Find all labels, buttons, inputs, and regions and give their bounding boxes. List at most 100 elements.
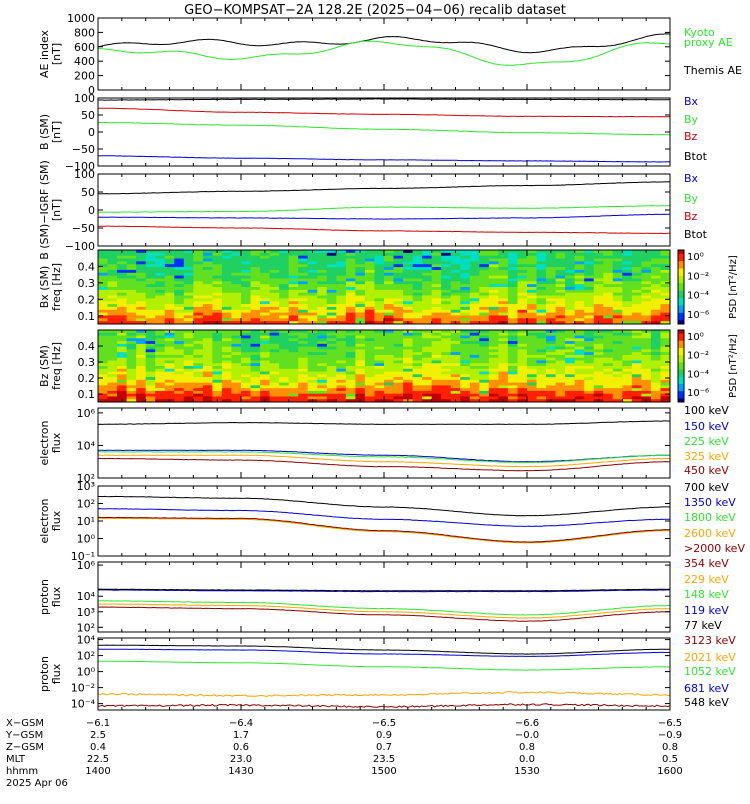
panel-frame bbox=[97, 561, 671, 633]
spectrogram-cell bbox=[403, 255, 413, 259]
spectrogram-cell bbox=[107, 298, 118, 302]
spectrogram-cell bbox=[622, 315, 633, 319]
spectrogram-cell bbox=[488, 315, 499, 319]
spectrogram-cell bbox=[631, 252, 642, 257]
spectrogram-cell bbox=[155, 304, 166, 308]
y-tick-label: 10³ bbox=[77, 606, 95, 619]
spectrogram-cell bbox=[183, 332, 194, 336]
spectrogram-cell bbox=[622, 287, 633, 291]
spectrogram-cell bbox=[488, 338, 499, 342]
spectrogram-cell bbox=[107, 312, 118, 316]
spectrogram-cell bbox=[488, 390, 499, 395]
spectrogram-cell bbox=[527, 346, 537, 350]
spectrogram-cell bbox=[565, 390, 576, 395]
spectrogram-cell bbox=[622, 278, 633, 282]
spectrogram-cell bbox=[174, 267, 185, 271]
spectrogram-cell bbox=[260, 343, 270, 348]
spectrogram-cell bbox=[145, 306, 156, 311]
spectrogram-cell bbox=[498, 264, 509, 268]
spectrogram-cell bbox=[460, 275, 471, 279]
spectrogram-cell bbox=[202, 252, 213, 257]
spectrogram-cell bbox=[412, 275, 423, 279]
spectrogram-cell bbox=[355, 374, 366, 378]
spectrogram-cell bbox=[98, 338, 108, 342]
spectrogram-cell bbox=[469, 284, 480, 288]
spectrogram-cell bbox=[393, 366, 404, 370]
colorbar-step bbox=[678, 349, 684, 353]
y-tick-label: 1000 bbox=[67, 12, 95, 25]
spectrogram-cell bbox=[450, 346, 461, 350]
y-axis-label: Bz (SM) bbox=[38, 345, 51, 387]
spectrogram-cell bbox=[479, 295, 490, 299]
series-line-148-kev bbox=[97, 600, 670, 616]
spectrogram-cell bbox=[593, 295, 604, 299]
spectrogram-cell bbox=[403, 360, 413, 364]
spectrogram-cell bbox=[145, 349, 156, 353]
spectrogram-cell bbox=[307, 264, 318, 268]
spectrogram-cell bbox=[507, 352, 518, 356]
spectrogram-cell bbox=[326, 269, 337, 274]
spectrogram-cell bbox=[183, 382, 194, 386]
spectrogram-cell bbox=[202, 295, 213, 299]
spectrogram-cell bbox=[202, 338, 213, 342]
spectrogram-cell bbox=[555, 368, 566, 372]
spectrogram-cell bbox=[174, 396, 185, 400]
spectrogram-cell bbox=[431, 312, 442, 316]
spectrogram-cell bbox=[183, 343, 194, 348]
spectrogram-cell bbox=[507, 357, 518, 361]
spectrogram-cell bbox=[622, 298, 633, 302]
y-tick-label: −50 bbox=[72, 143, 95, 156]
spectrogram-cell bbox=[174, 284, 185, 288]
spectrogram-cell bbox=[298, 252, 309, 257]
spectrogram-cell bbox=[384, 278, 394, 282]
spectrogram-cell bbox=[241, 388, 251, 392]
spectrogram-cell bbox=[555, 341, 566, 345]
spectrogram-cell bbox=[212, 379, 223, 384]
spectrogram-cell bbox=[422, 396, 433, 400]
spectrogram-cell bbox=[374, 255, 385, 259]
spectrogram-cell bbox=[250, 393, 261, 397]
spectrogram-cell bbox=[622, 349, 633, 353]
spectrogram-cell bbox=[403, 390, 413, 395]
spectrogram-cell bbox=[183, 301, 194, 305]
spectrogram-cell bbox=[212, 269, 223, 274]
spectrogram-cell bbox=[527, 298, 537, 302]
spectrogram-cell bbox=[317, 390, 328, 395]
spectrogram-cell bbox=[612, 250, 623, 254]
spectrogram-cell bbox=[307, 301, 318, 305]
spectrogram-cell bbox=[546, 292, 556, 296]
spectrogram-cell bbox=[422, 335, 433, 339]
spectrogram-cell bbox=[431, 284, 442, 288]
spectrogram-cell bbox=[98, 379, 108, 384]
spectrogram-cell bbox=[145, 289, 156, 294]
y-axis-label: Bx (SM) bbox=[38, 266, 51, 309]
spectrogram-cell bbox=[126, 258, 137, 262]
spectrogram-cell bbox=[469, 354, 480, 359]
spectrogram-cell bbox=[193, 390, 204, 395]
spectrogram-cell bbox=[250, 343, 261, 348]
spectrogram-cell bbox=[336, 295, 347, 299]
spectrogram-cell bbox=[660, 341, 671, 345]
spectrogram-cell bbox=[565, 332, 576, 336]
spectrogram-cell bbox=[527, 261, 537, 265]
spectrogram-cell bbox=[279, 284, 290, 288]
spectrogram-cell bbox=[317, 295, 328, 299]
spectrogram-cell bbox=[136, 252, 147, 257]
spectrogram-cell bbox=[155, 275, 166, 279]
spectrogram-cell bbox=[98, 332, 108, 336]
spectrogram-cell bbox=[384, 332, 394, 336]
spectrogram-cell bbox=[488, 278, 499, 282]
spectrogram-cell bbox=[279, 363, 290, 367]
spectrogram-cell bbox=[603, 366, 614, 370]
spectrogram-cell bbox=[574, 261, 585, 265]
spectrogram-cell bbox=[326, 349, 337, 353]
spectrogram-cell bbox=[155, 374, 166, 378]
spectrogram-cell bbox=[612, 363, 623, 367]
spectrogram-cell bbox=[460, 388, 471, 392]
spectrogram-cell bbox=[136, 377, 147, 381]
spectrogram-cell bbox=[460, 368, 471, 372]
spectrogram-cell bbox=[603, 287, 614, 291]
spectrogram-cell bbox=[660, 330, 671, 334]
spectrogram-cell bbox=[412, 366, 423, 370]
spectrogram-cell bbox=[384, 354, 394, 359]
